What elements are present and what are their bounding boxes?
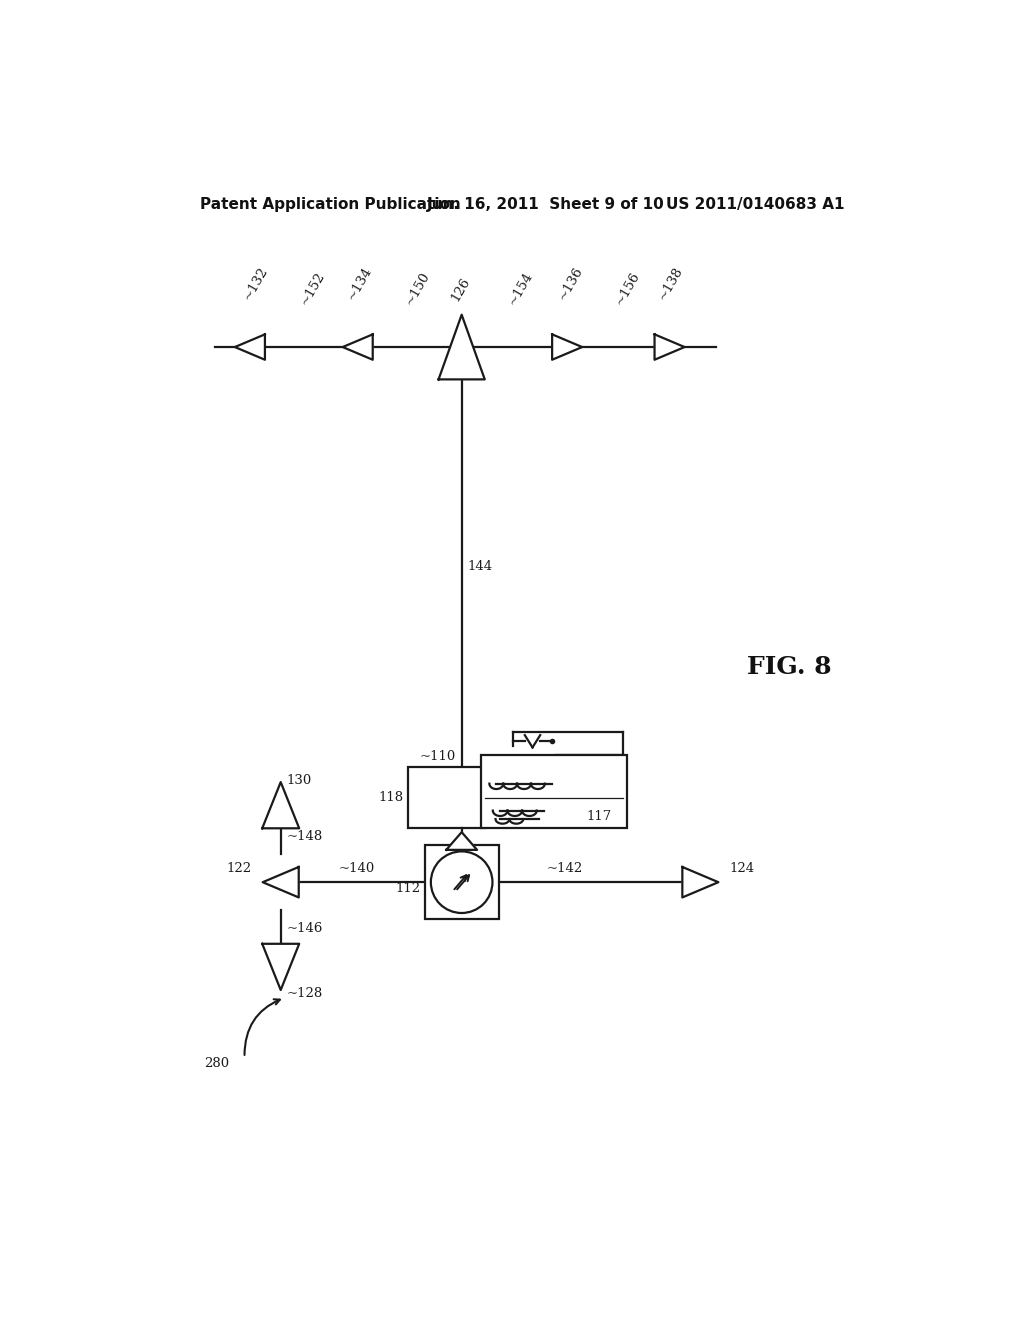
Text: 144: 144 [468,560,493,573]
Text: Patent Application Publication: Patent Application Publication [200,197,461,213]
Text: 117: 117 [587,810,611,824]
Text: ~146: ~146 [287,921,324,935]
Polygon shape [263,867,299,898]
Polygon shape [682,867,719,898]
Text: 112: 112 [395,882,421,895]
Polygon shape [262,944,299,990]
Text: ~148: ~148 [287,829,324,842]
Text: ~128: ~128 [287,987,324,1001]
Text: ~134: ~134 [345,264,374,302]
Text: 118: 118 [378,791,403,804]
Text: 124: 124 [730,862,755,875]
Polygon shape [438,314,484,379]
Text: ~110: ~110 [419,750,456,763]
Text: FIG. 8: FIG. 8 [746,655,831,678]
Polygon shape [343,334,373,360]
Polygon shape [446,832,477,850]
Text: ~140: ~140 [339,862,375,875]
Text: 126: 126 [449,276,472,304]
Text: Jun. 16, 2011  Sheet 9 of 10: Jun. 16, 2011 Sheet 9 of 10 [427,197,665,213]
Text: ~154: ~154 [506,269,536,308]
Polygon shape [654,334,685,360]
Bar [481,755,628,829]
Text: ~136: ~136 [556,264,585,302]
Text: ~152: ~152 [298,269,328,308]
Circle shape [431,851,493,913]
Text: ~150: ~150 [403,269,432,308]
Text: 130: 130 [287,774,312,787]
Text: ~142: ~142 [547,862,583,875]
Text: 280: 280 [204,1056,228,1069]
Polygon shape [262,781,299,829]
Text: ~132: ~132 [241,264,270,302]
Bar [408,767,484,829]
Polygon shape [234,334,265,360]
Text: 122: 122 [226,862,252,875]
Text: ~156: ~156 [612,269,642,308]
Text: US 2011/0140683 A1: US 2011/0140683 A1 [666,197,844,213]
Bar [425,845,499,919]
Text: ~138: ~138 [655,264,685,302]
Polygon shape [552,334,583,360]
